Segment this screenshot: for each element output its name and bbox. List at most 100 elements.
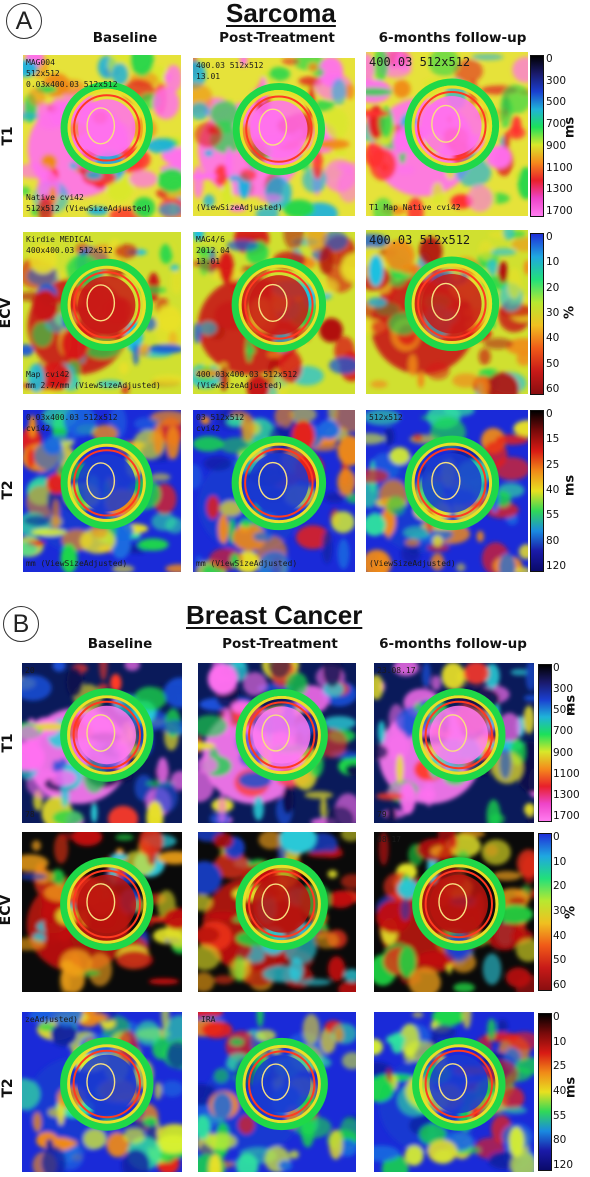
colorbar-tick-label: 300	[553, 683, 574, 696]
scanner-overlay-text: 400.03x400.03 512x512	[196, 370, 298, 379]
mri-map-a-ecv-followup: 400.03 512x512	[366, 230, 528, 394]
colorbar-a-ecv	[530, 233, 544, 395]
panel-a-col-baseline: Baseline	[92, 30, 158, 46]
scanner-overlay-text: cvi42	[196, 424, 221, 433]
colorbar-tick-label: 1300	[553, 788, 580, 801]
scanner-overlay-text: 400x400.03 512x512	[26, 246, 113, 255]
colorbar-b-t2	[538, 1013, 552, 1171]
panel-b-col-post-treatment: Post-Treatment	[222, 636, 338, 652]
colorbar-a-t2	[530, 410, 544, 572]
colorbar-tick-label: 60	[553, 979, 567, 991]
scanner-overlay-text: cvi42	[26, 424, 51, 433]
scanner-overlay-text: 13.01	[196, 257, 221, 266]
colorbar-tick-label: 25	[546, 458, 560, 471]
scanner-overlay-text: 78	[25, 810, 35, 819]
mri-map-a-ecv-baseline: Kirdie MEDICAL 400x400.03 512x512 Map cvi4…	[23, 232, 181, 394]
mri-map-b-ecv-baseline	[22, 832, 182, 992]
colorbar-tick-label: 1700	[546, 205, 573, 217]
colorbar-tick-label: 10	[546, 256, 560, 269]
colorbar-tick-label: 1700	[553, 810, 580, 822]
panel-a-col-post-treatment: Post-Treatment	[219, 30, 335, 46]
mri-map-graphic	[22, 1012, 182, 1172]
mri-map-graphic	[22, 663, 182, 823]
panel-a-row-label-t1: T1	[0, 126, 16, 146]
colorbar-tick-label: 60	[546, 383, 560, 395]
scanner-overlay-text: 03 512x512	[196, 413, 245, 422]
scanner-overlay-text: mm (ViewSizeAdjusted)	[196, 559, 298, 568]
colorbar-tick-label: 500	[553, 704, 574, 717]
mri-map-b-t1-followup: 23.08.17 79	[374, 663, 534, 823]
mri-map-graphic	[198, 663, 356, 823]
scanner-overlay-text: 2012.04	[196, 246, 230, 255]
scanner-overlay-text: MAG004	[26, 58, 55, 67]
panel-b-letter: B	[3, 606, 39, 642]
colorbar-tick-label: 900	[553, 746, 574, 759]
panel-b-title: Breast Cancer	[186, 600, 363, 630]
mri-map-b-t1-post-treatment	[198, 663, 356, 823]
mri-map-graphic	[366, 410, 528, 572]
colorbar-tick-label: 0	[546, 231, 553, 243]
scanner-overlay-text: Kirdie MEDICAL	[26, 235, 94, 244]
mri-map-graphic	[374, 1012, 534, 1172]
mri-map-graphic	[198, 1012, 356, 1172]
scanner-overlay-text: 512x512	[26, 69, 60, 78]
scanner-overlay-text: Native cvi42	[26, 193, 84, 202]
colorbar-tick-label: 30	[546, 307, 560, 319]
colorbar-tick-label: 10	[553, 1035, 567, 1048]
mri-map-graphic	[374, 832, 534, 992]
colorbar-tick-label: 40	[553, 929, 567, 942]
colorbar-tick-label: 0	[546, 53, 553, 65]
colorbar-tick-label: 900	[546, 139, 567, 152]
scanner-overlay-text: MAG4/6	[196, 235, 225, 244]
mri-map-graphic	[366, 52, 528, 216]
panel-a-row-label-t2: T2	[0, 480, 16, 500]
colorbar-tick-label: 30	[553, 905, 567, 917]
panel-b-row-label-t1: T1	[0, 733, 16, 753]
panel-a-letter: A	[6, 3, 42, 39]
colorbar-b-ecv	[538, 833, 552, 991]
mri-map-graphic	[23, 238, 181, 394]
scanner-overlay-text: IRA	[201, 1015, 216, 1024]
colorbar-tick-label: 50	[553, 954, 567, 967]
mri-map-graphic	[193, 58, 355, 216]
scanner-overlay-text: Map cvi42	[26, 370, 70, 379]
scanner-overlay-text: 20	[25, 666, 35, 675]
panel-a-row-label-ecv: ECV	[0, 297, 14, 329]
colorbar-tick-label: 55	[546, 509, 560, 522]
mri-map-graphic	[23, 410, 181, 572]
mri-map-graphic	[366, 230, 528, 394]
colorbar-tick-label: 500	[546, 96, 567, 109]
scanner-overlay-text: 0.03x400.03 512x512	[26, 413, 118, 422]
colorbar-tick-label: 0	[553, 662, 560, 674]
colorbar-tick-label: 0	[553, 1011, 560, 1023]
colorbar-tick-label: 300	[546, 74, 567, 87]
mri-map-a-t1-baseline: MAG004 512x512 0.03x400.03 512x512 Native c…	[23, 55, 181, 217]
scanner-overlay-text: 512x512	[369, 413, 403, 422]
colorbar-tick-label: 50	[546, 357, 560, 370]
scanner-overlay-text: (ViewSizeAdjusted)	[196, 203, 283, 212]
scanner-overlay-text: zeAdjusted)	[25, 1015, 78, 1024]
colorbar-tick-label: 40	[553, 1085, 567, 1097]
mri-map-graphic	[193, 232, 355, 394]
colorbar-a-ecv-unit: %	[562, 305, 578, 320]
mri-map-a-ecv-post-treatment: MAG4/6 2012.04 13.01 400.03x400.03 512x512 (…	[193, 232, 355, 394]
colorbar-tick-label: 40	[546, 332, 560, 345]
colorbar-tick-label: 700	[546, 118, 567, 131]
mri-map-a-t1-post-treatment: 400.03 512x512 13.01 (ViewSizeAdjusted)	[193, 58, 355, 216]
scanner-overlay-text: 13.01	[196, 72, 221, 81]
scanner-overlay-text: 79	[377, 810, 387, 819]
mri-map-a-t2-post-treatment: 03 512x512 cvi42 mm (ViewSizeAdjusted)	[193, 410, 355, 572]
colorbar-a-t2-unit: ms	[562, 474, 578, 497]
scanner-overlay-text: T1 Map Native cvi42	[369, 203, 461, 212]
mri-map-b-t2-baseline: zeAdjusted)	[22, 1012, 182, 1172]
panel-a-col-followup: 6-months follow-up	[378, 30, 527, 46]
colorbar-b-t1	[538, 664, 552, 822]
scanner-overlay-text: 0.03x400.03 512x512	[26, 80, 118, 89]
mri-map-graphic	[22, 832, 182, 992]
mri-map-graphic	[193, 410, 355, 572]
colorbar-tick-label: 120	[553, 1159, 574, 1171]
mri-map-b-t2-followup	[374, 1012, 534, 1172]
scanner-overlay-text: 400.03 512x512	[369, 55, 471, 69]
colorbar-tick-label: 0	[553, 831, 560, 843]
colorbar-tick-label: 1100	[546, 161, 573, 174]
